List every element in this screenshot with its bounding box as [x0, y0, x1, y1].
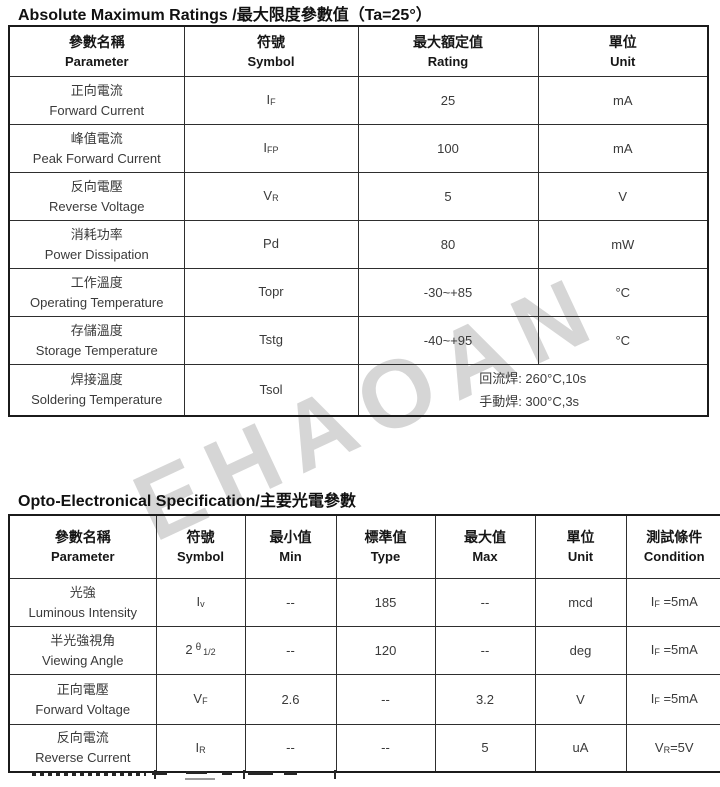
cell-max: 5	[434, 723, 536, 773]
cell-parameter: 工作溫度 Operating Temperature	[8, 267, 185, 317]
opto-electronical-specification-table: 參數名稱 Parameter 符號 Symbol 最小值 Min 標準值 Type 最大…	[8, 514, 720, 773]
cell-soldering-conditions: 回流焊: 260°C,10s 手動焊: 300°C,3s	[357, 363, 709, 417]
absolute-maximum-ratings-table: 參數名稱 Parameter 符號 Symbol 最大額定值 Rating 單位 Uni…	[8, 25, 709, 417]
cell-unit: °C	[537, 315, 709, 365]
cell-unit: V	[537, 171, 709, 221]
cell-min: --	[244, 723, 337, 773]
cell-unit: uA	[534, 723, 627, 773]
cell-max: --	[434, 577, 536, 627]
cell-symbol: Tsol	[183, 363, 359, 417]
cell-min: 2.6	[244, 673, 337, 725]
cell-condition: VR=5V	[625, 723, 720, 773]
cell-max: 3.2	[434, 673, 536, 725]
header-min: 最小值 Min	[244, 514, 337, 579]
cell-symbol: Pd	[183, 219, 359, 269]
table-row: 正向電壓 Forward Voltage VF 2.6 -- 3.2 V IF =…	[8, 673, 720, 725]
cell-parameter: 峰值電流 Peak Forward Current	[8, 123, 185, 173]
cell-symbol: IF	[183, 75, 359, 125]
cell-parameter: 存儲溫度 Storage Temperature	[8, 315, 185, 365]
cell-type: 120	[335, 625, 436, 675]
manual-soldering-line: 手動焊: 300°C,3s	[479, 393, 580, 409]
header-parameter: 參數名稱 Parameter	[8, 514, 157, 579]
cell-condition: IF =5mA	[625, 673, 720, 725]
cell-type: 185	[335, 577, 436, 627]
cell-condition: IF =5mA	[625, 625, 720, 675]
cell-symbol: IFP	[183, 123, 359, 173]
table-header-row: 參數名稱 Parameter 符號 Symbol 最大額定值 Rating 單位 Uni…	[8, 25, 709, 77]
cell-parameter: 反向電流 Reverse Current	[8, 723, 157, 773]
cell-rating: -30~+85	[357, 267, 539, 317]
table-row: 半光強視角 Viewing Angle 2 θ 1/2 -- 120 -- deg I…	[8, 625, 720, 675]
section1-title: Absolute Maximum Ratings /最大限度參數值（Ta=25°…	[18, 7, 432, 24]
cell-min: --	[244, 577, 337, 627]
header-unit: 單位 Unit	[537, 25, 709, 77]
cell-symbol: Tstg	[183, 315, 359, 365]
cell-parameter: 半光強視角 Viewing Angle	[8, 625, 157, 675]
table-row: 反向電流 Reverse Current IR -- -- 5 uA VR=5V	[8, 723, 720, 773]
cell-parameter: 正向電流 Forward Current	[8, 75, 185, 125]
header-parameter: 參數名稱 Parameter	[8, 25, 185, 77]
cell-rating: 80	[357, 219, 539, 269]
cell-rating: 5	[357, 171, 539, 221]
table-row: 消耗功率 Power Dissipation Pd 80 mW	[8, 219, 709, 269]
cell-symbol: 2 θ 1/2	[155, 625, 246, 675]
cell-symbol: Topr	[183, 267, 359, 317]
cell-unit: mA	[537, 123, 709, 173]
cell-rating: 25	[357, 75, 539, 125]
cell-type: --	[335, 723, 436, 773]
header-unit: 單位 Unit	[534, 514, 627, 579]
cell-rating: -40~+95	[357, 315, 539, 365]
cell-unit: mA	[537, 75, 709, 125]
cell-parameter: 焊接溫度 Soldering Temperature	[8, 363, 185, 417]
cell-type: --	[335, 673, 436, 725]
cell-unit: mcd	[534, 577, 627, 627]
table-row: 反向電壓 Reverse Voltage VR 5 V	[8, 171, 709, 221]
cell-condition: IF =5mA	[625, 577, 720, 627]
cell-symbol: VR	[183, 171, 359, 221]
table-row: 峰值電流 Peak Forward Current IFP 100 mA	[8, 123, 709, 173]
cell-min: --	[244, 625, 337, 675]
cell-parameter: 光強 Luminous Intensity	[8, 577, 157, 627]
table-row: 焊接溫度 Soldering Temperature Tsol 回流焊: 260°…	[8, 363, 709, 417]
cell-unit: mW	[537, 219, 709, 269]
cell-unit: V	[534, 673, 627, 725]
table-header-row: 參數名稱 Parameter 符號 Symbol 最小值 Min 標準值 Type 最大…	[8, 514, 720, 579]
table-row: 正向電流 Forward Current IF 25 mA	[8, 75, 709, 125]
cell-parameter: 消耗功率 Power Dissipation	[8, 219, 185, 269]
cell-parameter: 正向電壓 Forward Voltage	[8, 673, 157, 725]
cell-unit: °C	[537, 267, 709, 317]
header-symbol: 符號 Symbol	[155, 514, 246, 579]
cell-symbol: Iv	[155, 577, 246, 627]
header-symbol: 符號 Symbol	[183, 25, 359, 77]
cell-symbol: IR	[155, 723, 246, 773]
cell-symbol: VF	[155, 673, 246, 725]
cell-parameter: 反向電壓 Reverse Voltage	[8, 171, 185, 221]
header-max: 最大值 Max	[434, 514, 536, 579]
cell-unit: deg	[534, 625, 627, 675]
table-row: 光強 Luminous Intensity Iv -- 185 -- mcd IF…	[8, 577, 720, 627]
table-row: 工作溫度 Operating Temperature Topr -30~+85 °…	[8, 267, 709, 317]
header-condition: 測試條件 Condition	[625, 514, 720, 579]
header-type: 標準值 Type	[335, 514, 436, 579]
section2-title: Opto-Electronical Specification/主要光電參數	[18, 493, 356, 510]
header-rating: 最大額定值 Rating	[357, 25, 539, 77]
cell-rating: 100	[357, 123, 539, 173]
reflow-soldering-line: 回流焊: 260°C,10s	[479, 370, 587, 386]
cell-max: --	[434, 625, 536, 675]
table-row: 存儲溫度 Storage Temperature Tstg -40~+95 °C	[8, 315, 709, 365]
